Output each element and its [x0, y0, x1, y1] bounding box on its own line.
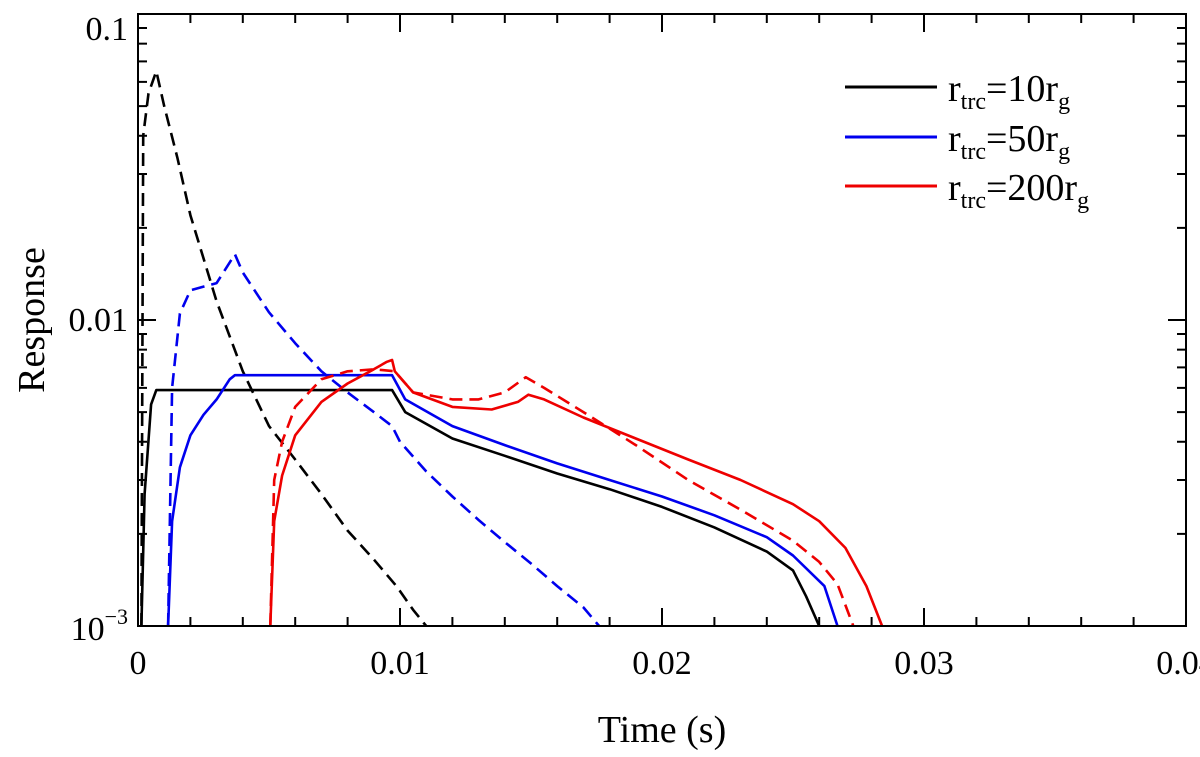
series-line-5-dashed — [269, 368, 855, 627]
y-tick-label: 10−3 — [71, 604, 128, 648]
legend: rtrc=10rg rtrc=50rg rtrc=200rg — [845, 68, 1089, 214]
x-tick-label: 0.04 — [1156, 645, 1200, 682]
x-axis-title: Time (s) — [598, 709, 726, 751]
series-line-3-dashed — [166, 253, 601, 627]
legend-label: rtrc=10rg — [948, 68, 1070, 115]
ticks-layer — [137, 13, 1187, 627]
x-tick-label: 0.02 — [632, 645, 692, 682]
series-line-1-dashed — [140, 69, 428, 627]
legend-label: rtrc=50rg — [948, 118, 1070, 165]
series-line-4-solid — [269, 358, 884, 627]
x-tick-label: 0 — [130, 645, 147, 682]
x-tick-label: 0.01 — [370, 645, 430, 682]
x-tick-labels: 0 0.01 0.02 0.03 0.04 — [130, 645, 1200, 682]
y-tick-labels: 0.1 0.01 10−3 — [69, 11, 129, 648]
y-tick-label: 0.01 — [69, 302, 129, 339]
series-layer — [140, 69, 884, 627]
legend-label: rtrc=200rg — [948, 167, 1089, 214]
x-tick-label: 0.03 — [894, 645, 954, 682]
y-axis-title: Response — [11, 247, 53, 393]
series-line-0-solid — [140, 388, 821, 627]
series-line-2-solid — [166, 373, 839, 627]
y-tick-label: 0.1 — [86, 11, 129, 48]
